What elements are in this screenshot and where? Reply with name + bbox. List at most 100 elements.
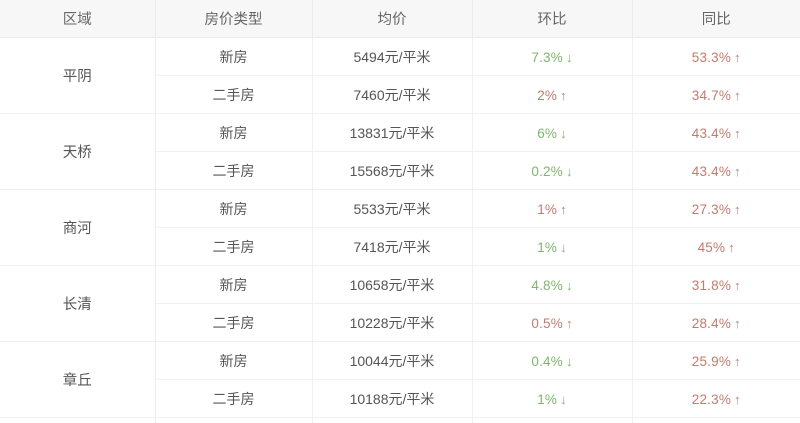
table-row: 章丘 新房 10044元/平米 0.4% ↓ 25.9% ↑ <box>0 341 800 418</box>
table-row: 二手房 10228元/平米 0.5% ↑ 28.4% ↑ <box>0 303 800 342</box>
table-row: 二手房 10188元/平米 1% ↓ 22.3% ↑ <box>0 379 800 418</box>
table-header-row: 区域 房价类型 均价 环比 同比 <box>0 0 800 38</box>
table-row: 平阴 新房 5494元/平米 7.3% ↓ 53.3% ↑ <box>0 37 800 114</box>
change-down-value: 6% ↓ <box>537 126 567 141</box>
house-type-cell: 新房 <box>155 341 313 380</box>
column-header-type: 房价类型 <box>155 0 313 38</box>
arrow-up-icon: ↑ <box>560 87 567 103</box>
mom-change-cell: 1% ↓ <box>472 379 633 418</box>
change-up-value: 27.3% ↑ <box>692 202 741 217</box>
change-up-value: 22.3% ↑ <box>692 392 741 407</box>
region-cell: 天桥 <box>0 113 156 190</box>
arrow-down-icon: ↓ <box>560 239 567 255</box>
arrow-up-icon: ↑ <box>734 87 741 103</box>
table-row: 二手房 15568元/平米 0.2% ↓ 43.4% ↑ <box>0 151 800 190</box>
change-up-value: 43.4% ↑ <box>692 164 741 179</box>
table-row: 二手房 7460元/平米 2% ↑ 34.7% ↑ <box>0 75 800 114</box>
change-up-value: 25.9% ↑ <box>692 354 741 369</box>
yoy-change-cell: 27.3% ↑ <box>632 189 800 228</box>
mom-change-cell: 2% ↑ <box>472 75 633 114</box>
arrow-up-icon: ↑ <box>734 125 741 141</box>
mom-change-cell: 0.4% ↓ <box>472 341 633 380</box>
table-row: 天桥 新房 13831元/平米 6% ↓ 43.4% ↑ <box>0 113 800 190</box>
mom-change-cell: 7.3% ↓ <box>472 37 633 76</box>
arrow-up-icon: ↑ <box>565 315 573 331</box>
table-row: 新房25494元/平米2%↓26.9%↑ <box>0 417 800 423</box>
mom-change-cell: 1% ↓ <box>472 227 633 266</box>
change-percent-text: 4.8% <box>531 277 563 293</box>
arrow-down-icon: ↓ <box>565 49 573 65</box>
yoy-change-cell: 28.4% ↑ <box>632 303 800 342</box>
region-cell: 长清 <box>0 265 156 342</box>
yoy-change-cell: 26.9%↑ <box>632 417 800 423</box>
change-up-value: 28.4% ↑ <box>692 316 741 331</box>
average-price-cell: 10044元/平米 <box>312 341 473 380</box>
change-up-value: 53.3% ↑ <box>692 50 741 65</box>
change-percent-text: 22.3% <box>691 391 732 407</box>
change-percent-text: 1% <box>537 239 558 255</box>
yoy-change-cell: 45% ↑ <box>632 227 800 266</box>
arrow-up-icon: ↑ <box>734 163 741 179</box>
mom-change-cell: 0.5% ↑ <box>472 303 633 342</box>
region-cell <box>0 417 156 423</box>
average-price-cell: 15568元/平米 <box>312 151 473 190</box>
region-cell: 章丘 <box>0 341 156 418</box>
change-percent-text: 28.4% <box>691 315 732 331</box>
house-type-cell: 新房 <box>155 417 313 423</box>
arrow-up-icon: ↑ <box>734 353 741 369</box>
table-row: 二手房 7418元/平米 1% ↓ 45% ↑ <box>0 227 800 266</box>
arrow-down-icon: ↓ <box>560 391 567 407</box>
average-price-cell: 5494元/平米 <box>312 37 473 76</box>
mom-change-cell: 2%↓ <box>472 417 633 423</box>
change-percent-text: 0.2% <box>531 163 563 179</box>
house-type-cell: 二手房 <box>155 75 313 114</box>
change-up-value: 1% ↑ <box>537 202 567 217</box>
arrow-up-icon: ↑ <box>734 277 741 293</box>
arrow-up-icon: ↑ <box>728 239 735 255</box>
change-down-value: 0.4% ↓ <box>531 354 572 369</box>
change-percent-text: 53.3% <box>691 49 732 65</box>
change-up-value: 0.5% ↑ <box>531 316 572 331</box>
change-percent-text: 1% <box>537 201 558 217</box>
arrow-up-icon: ↑ <box>734 49 741 65</box>
table-header: 区域 房价类型 均价 环比 同比 <box>0 0 800 38</box>
change-up-value: 31.8% ↑ <box>692 278 741 293</box>
average-price-cell: 5533元/平米 <box>312 189 473 228</box>
arrow-up-icon: ↑ <box>734 315 741 331</box>
column-header-mom: 环比 <box>472 0 633 38</box>
change-up-value: 45% ↑ <box>698 240 735 255</box>
yoy-change-cell: 34.7% ↑ <box>632 75 800 114</box>
change-percent-text: 43.4% <box>691 125 732 141</box>
yoy-change-cell: 43.4% ↑ <box>632 151 800 190</box>
mom-change-cell: 0.2% ↓ <box>472 151 633 190</box>
average-price-cell: 25494元/平米 <box>312 417 473 423</box>
mom-change-cell: 4.8% ↓ <box>472 265 633 304</box>
house-type-cell: 新房 <box>155 189 313 228</box>
change-percent-text: 6% <box>537 125 558 141</box>
change-up-value: 34.7% ↑ <box>692 88 741 103</box>
arrow-down-icon: ↓ <box>565 163 573 179</box>
change-percent-text: 2% <box>537 87 558 103</box>
change-down-value: 7.3% ↓ <box>531 50 572 65</box>
arrow-up-icon: ↑ <box>560 201 567 217</box>
change-down-value: 1% ↓ <box>537 240 567 255</box>
yoy-change-cell: 53.3% ↑ <box>632 37 800 76</box>
house-type-cell: 新房 <box>155 265 313 304</box>
house-type-cell: 二手房 <box>155 303 313 342</box>
arrow-up-icon: ↑ <box>734 201 741 217</box>
house-type-cell: 二手房 <box>155 151 313 190</box>
arrow-down-icon: ↓ <box>560 125 567 141</box>
yoy-change-cell: 43.4% ↑ <box>632 113 800 152</box>
change-percent-text: 27.3% <box>691 201 732 217</box>
average-price-cell: 7418元/平米 <box>312 227 473 266</box>
arrow-down-icon: ↓ <box>565 353 573 369</box>
change-percent-text: 25.9% <box>691 353 732 369</box>
house-type-cell: 二手房 <box>155 379 313 418</box>
average-price-cell: 10228元/平米 <box>312 303 473 342</box>
house-type-cell: 新房 <box>155 37 313 76</box>
mom-change-cell: 1% ↑ <box>472 189 633 228</box>
arrow-up-icon: ↑ <box>734 391 741 407</box>
column-header-price: 均价 <box>312 0 473 38</box>
